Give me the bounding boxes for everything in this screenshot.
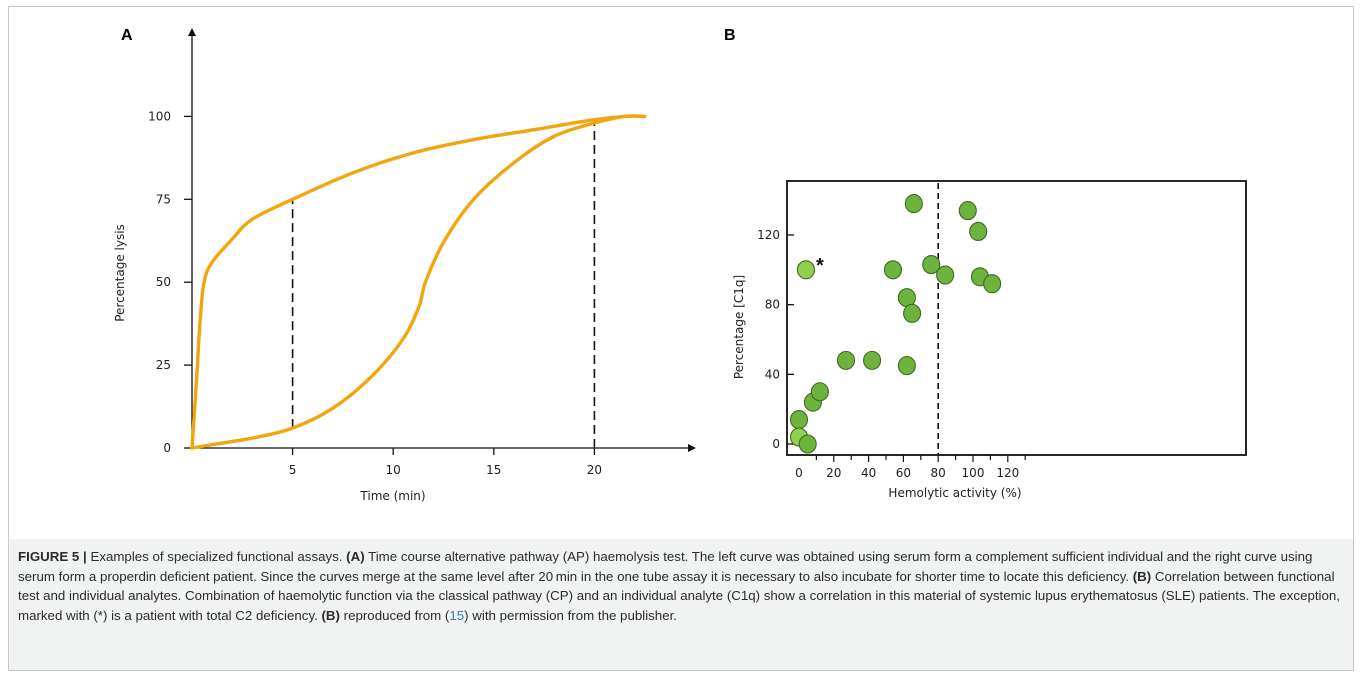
panel-b-letter: B [724, 27, 736, 44]
panel-a-reference-lines [291, 119, 596, 448]
panel-a-ticks: 0 25 50 75 100 5 10 15 20 [148, 109, 602, 477]
caption-text-4: reproduced from ( [339, 607, 450, 623]
panel-b-asterisk-marker: * [816, 255, 824, 277]
figure-caption: FIGURE 5 | Examples of specialized funct… [18, 547, 1344, 625]
panel-b-data-point [983, 274, 1002, 294]
panel-b-y-tick-label: 80 [765, 298, 780, 312]
caption-text-1: Examples of specialized functional assay… [86, 549, 347, 564]
figure-frame [8, 6, 1354, 671]
panel-a-y-label: Percentage lysis [113, 224, 127, 322]
panel-b-y-label: Percentage [C1q] [732, 275, 746, 379]
caption-panel-a-ref: (A) [346, 549, 365, 564]
panel-b-x-tick-label: 100 [962, 466, 985, 480]
panel-b-x-tick-label: 80 [931, 466, 946, 480]
panel-b-x-tick-label: 40 [861, 466, 876, 480]
caption-figure-label: FIGURE 5 | [18, 549, 87, 564]
panel-b-data-point [922, 255, 941, 275]
panel-a-x-tick-label: 15 [486, 463, 501, 477]
panel-b-y-tick-label: 120 [757, 228, 780, 242]
panel-b-ticks: 0 40 80 120 0 20 40 60 80 100 120 [757, 228, 1026, 480]
panel-b-data-point [810, 382, 829, 402]
panel-a-y-tick-label: 50 [156, 275, 171, 289]
caption-text-3: Correlation between functional test and … [18, 568, 1340, 623]
panel-a-y-tick-label: 0 [163, 441, 171, 455]
caption-panel-b-ref-2: (B) [321, 607, 340, 623]
panel-b-data-point [958, 201, 977, 221]
caption-text-2: Time course alternative pathway (AP) hae… [18, 549, 1313, 584]
panel-b-chart: 0 40 80 120 0 20 40 60 80 100 120 * Percentage [C1… [732, 180, 1247, 500]
panel-a-y-tick-label: 75 [156, 192, 171, 206]
panel-b-data-point [798, 434, 817, 454]
panel-b-data-point [789, 410, 809, 430]
panel-b-x-tick-label: 20 [826, 466, 841, 480]
panel-b-y-tick-label: 0 [772, 437, 780, 451]
caption-citation-link[interactable]: 15 [449, 607, 465, 623]
panel-a-curve-right [190, 114, 647, 450]
caption-band [9, 539, 1353, 670]
panel-b-y-tick-label: 40 [765, 367, 780, 381]
panel-a-x-tick-label: 5 [289, 463, 297, 477]
panel-a-y-tick-label: 100 [148, 109, 171, 123]
panel-b-x-tick-label: 60 [896, 466, 911, 480]
panel-b-data-point [936, 265, 955, 285]
caption-panel-b-ref: (B) [1132, 568, 1152, 584]
panel-b-data-point [883, 260, 903, 280]
panel-b-data-point [897, 356, 916, 376]
panel-b-data-point [903, 303, 922, 323]
panel-a-x-tick-label: 20 [587, 463, 602, 477]
panel-a-chart: 0 25 50 75 100 5 10 15 20 Percentage lysis Time … [113, 28, 696, 503]
panel-b-x-tick-label: 0 [795, 466, 803, 480]
panel-a-curves [190, 114, 647, 450]
panel-b-x-label: Hemolytic activity (%) [888, 486, 1021, 500]
caption-text-5: ) with permission from the publisher. [464, 607, 677, 623]
panel-a-y-tick-label: 25 [156, 358, 171, 372]
panel-a-x-label: Time (min) [359, 489, 425, 503]
panel-a-curve-left [190, 114, 647, 450]
panel-b-data-point [836, 350, 856, 370]
panel-b-plot-frame [786, 180, 1247, 456]
panel-b-data-point [863, 350, 882, 370]
panel-b-points: * [789, 194, 1002, 454]
panel-b-data-point [969, 221, 988, 242]
figure-canvas: A 0 25 50 75 100 5 10 15 20 Percentage lysis Tim… [113, 27, 1247, 503]
panel-a-letter: A [121, 27, 133, 44]
panel-b-data-point [904, 194, 923, 214]
panel-b-data-point [796, 260, 816, 280]
panel-a-x-tick-label: 10 [386, 463, 401, 477]
panel-b-x-tick-label: 120 [996, 466, 1019, 480]
